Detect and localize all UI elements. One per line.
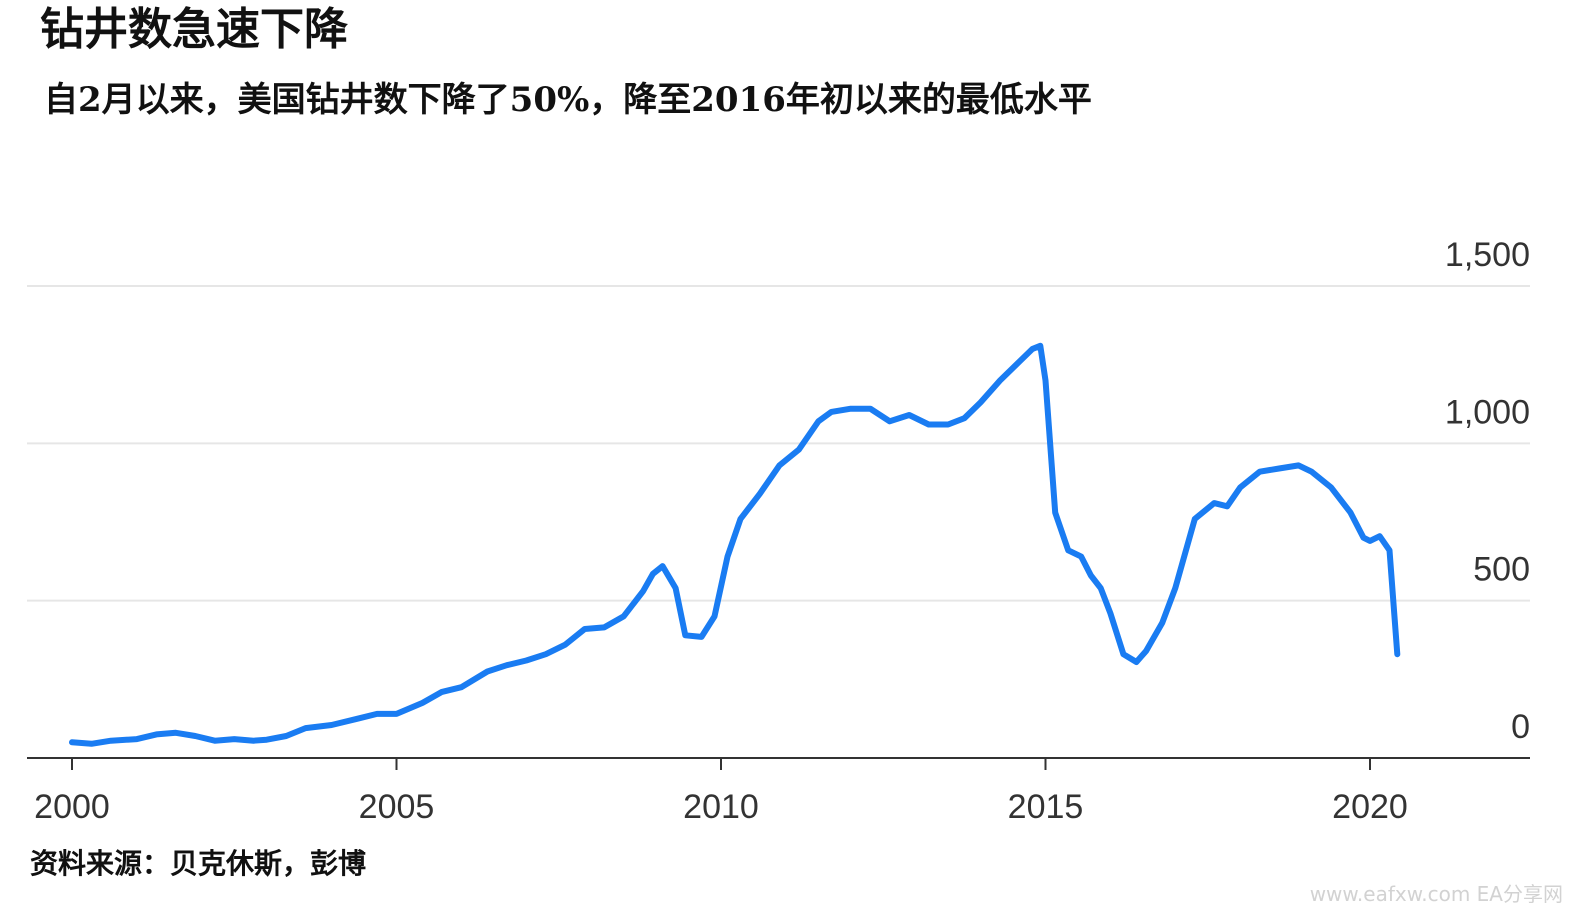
chart-title: 钻井数急速下降 bbox=[40, 4, 348, 55]
watermark: www.eafxw.com EA分享网 bbox=[1309, 882, 1563, 906]
series-layer bbox=[69, 342, 1401, 747]
x-tick-label: 2010 bbox=[683, 788, 759, 826]
y-tick-label: 0 bbox=[1511, 708, 1530, 746]
x-axis-labels: 2000 2005 2010 2015 2020 bbox=[34, 788, 1408, 826]
x-tick-label: 2005 bbox=[359, 788, 435, 826]
x-tick-label: 2000 bbox=[34, 788, 110, 826]
x-axis bbox=[27, 757, 1530, 770]
y-tick-label: 1,500 bbox=[1445, 236, 1530, 274]
x-tick-label: 2015 bbox=[1008, 788, 1084, 826]
source-note: 资料来源：贝克休斯，彭博 bbox=[30, 847, 367, 880]
series-line-0 bbox=[69, 342, 1401, 747]
y-axis-labels: 0 500 1,000 1,500 bbox=[1445, 236, 1530, 746]
y-tick-label: 500 bbox=[1473, 551, 1530, 589]
x-tick-label: 2020 bbox=[1332, 788, 1408, 826]
y-tick-label: 1,000 bbox=[1445, 393, 1530, 431]
grid-lines bbox=[27, 285, 1530, 602]
chart-subtitle: 自2月以来，美国钻井数下降了50%，降至2016年初以来的最低水平 bbox=[44, 80, 1092, 120]
